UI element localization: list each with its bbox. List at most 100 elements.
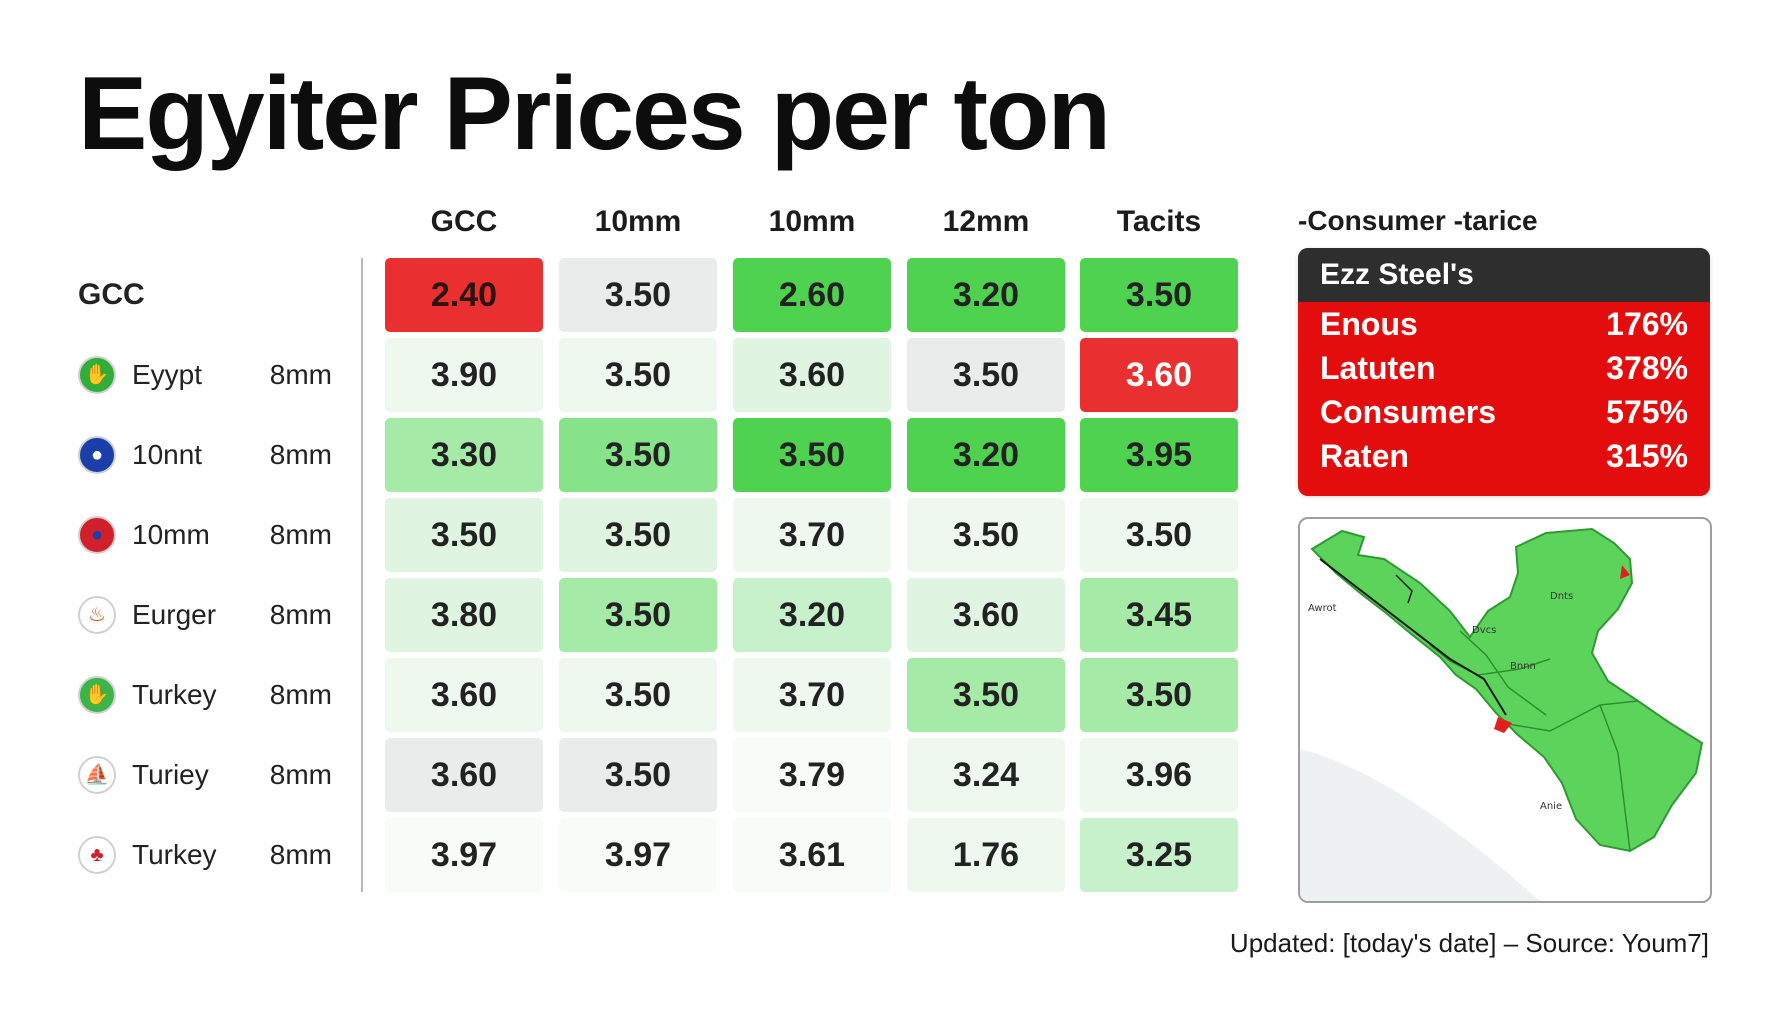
row-name: Turkey — [132, 839, 217, 870]
region-border — [1599, 704, 1631, 852]
row-label: GCC — [78, 258, 206, 332]
table-divider — [361, 258, 363, 892]
price-cell: 3.50 — [559, 498, 717, 572]
column-header: 12mm — [942, 205, 1030, 238]
ezz-steel-panel-title: Ezz Steel's — [1298, 248, 1710, 302]
price-cell: 3.50 — [385, 498, 543, 572]
price-cell: 3.60 — [907, 578, 1065, 652]
row-size: 8mm — [269, 439, 332, 470]
price-cell: 3.60 — [385, 658, 543, 732]
price-cell: 3.24 — [907, 738, 1065, 812]
price-cell: 3.25 — [1080, 818, 1238, 892]
row-label: ♣ Turkey 8mm — [78, 818, 332, 892]
price-cell: 3.60 — [385, 738, 543, 812]
red-crest-flag-icon: ♣ — [78, 836, 116, 874]
map-panel: Dnts Dvcs Bnnn Awrot Anie — [1298, 517, 1712, 903]
price-cell: 3.61 — [733, 818, 891, 892]
price-cell: 3.50 — [1080, 258, 1238, 332]
panel-row-label: Raten — [1320, 437, 1409, 474]
price-cell: 3.50 — [559, 258, 717, 332]
red-marker — [1494, 717, 1512, 733]
price-cell: 3.20 — [733, 578, 891, 652]
row-label: ✋ Eyypt 8mm — [78, 338, 332, 412]
price-cell: 3.50 — [559, 338, 717, 412]
price-cell: 3.50 — [559, 418, 717, 492]
row-label: ● 10nnt 8mm — [78, 418, 332, 492]
map-label: Anie — [1540, 801, 1562, 812]
price-cell: 3.95 — [1080, 418, 1238, 492]
row-name: 10mm — [132, 519, 210, 550]
route-line — [1395, 574, 1413, 604]
price-cell: 3.70 — [733, 498, 891, 572]
footer-source: Updated: [today's date] – Source: Youm7] — [1229, 928, 1709, 958]
price-cell: 3.50 — [1080, 498, 1238, 572]
red-blue-flag-icon: ● — [78, 516, 116, 554]
price-cell: 3.50 — [907, 338, 1065, 412]
price-cell: 3.20 — [907, 258, 1065, 332]
row-size: 8mm — [269, 359, 332, 390]
panel-row-label: Enous — [1320, 305, 1418, 342]
row-size: 8mm — [269, 519, 332, 550]
price-cell: 2.40 — [385, 258, 543, 332]
price-cell: 3.60 — [1080, 338, 1238, 412]
row-size: 8mm — [269, 759, 332, 790]
sea-area — [1300, 749, 1540, 901]
panel-row: Enous 176% — [1298, 302, 1710, 346]
price-cell: 3.20 — [907, 418, 1065, 492]
price-cell: 3.50 — [559, 658, 717, 732]
row-label: ● 10mm 8mm — [78, 498, 332, 572]
column-header: GCC — [430, 205, 498, 238]
panel-row-value: 315% — [1606, 437, 1688, 474]
row-label: ✋ Turkey 8mm — [78, 658, 332, 732]
price-cell: 3.97 — [385, 818, 543, 892]
panel-row: Raten 315% — [1298, 434, 1710, 478]
map-label: Bnnn — [1510, 661, 1536, 672]
region-border — [1459, 630, 1547, 716]
price-cell: 3.50 — [907, 498, 1065, 572]
green-hand-flag-icon: ✋ — [78, 676, 116, 714]
row-name: Turkey — [132, 679, 217, 710]
region-border — [1501, 700, 1639, 732]
panel-row-value: 176% — [1606, 305, 1688, 342]
row-size: 8mm — [269, 679, 332, 710]
price-cell: 3.50 — [1080, 658, 1238, 732]
column-header: Tacits — [1116, 205, 1202, 238]
panel-row-label: Latuten — [1320, 349, 1436, 386]
price-cell: 3.60 — [733, 338, 891, 412]
price-cell: 2.60 — [733, 258, 891, 332]
row-size: 8mm — [269, 839, 332, 870]
red-marker — [1620, 565, 1630, 579]
panel-row: Consumers 575% — [1298, 390, 1710, 434]
price-cell: 3.50 — [559, 738, 717, 812]
column-header: 10mm — [768, 205, 856, 238]
price-cell: 1.76 — [907, 818, 1065, 892]
row-size: 8mm — [269, 599, 332, 630]
consumer-header: -Consumer -tarice — [1298, 205, 1538, 236]
map-label: Awrot — [1308, 603, 1337, 614]
map-label: Dnts — [1550, 591, 1573, 602]
row-name: 10nnt — [132, 439, 203, 470]
price-cell: 3.50 — [907, 658, 1065, 732]
panel-row-value: 575% — [1606, 393, 1688, 430]
price-cell: 3.80 — [385, 578, 543, 652]
price-cell: 3.96 — [1080, 738, 1238, 812]
row-label: ⛵ Turiey 8mm — [78, 738, 332, 812]
price-cell: 3.79 — [733, 738, 891, 812]
price-cell: 3.70 — [733, 658, 891, 732]
orange-flag-icon: ♨ — [78, 596, 116, 634]
price-cell: 3.97 — [559, 818, 717, 892]
route-line — [1319, 558, 1507, 716]
price-cell: 3.50 — [559, 578, 717, 652]
country-shape — [1310, 527, 1704, 853]
panel-row: Latuten 378% — [1298, 346, 1710, 390]
white-boat-flag-icon: ⛵ — [78, 756, 116, 794]
ezz-steel-panel: Ezz Steel's Enous 176% Latuten 378% Cons… — [1298, 248, 1710, 496]
price-cell: 3.45 — [1080, 578, 1238, 652]
page-title: Egyiter Prices per ton — [78, 56, 1111, 172]
price-cell: 3.90 — [385, 338, 543, 412]
row-name: Eyypt — [132, 359, 203, 390]
green-flag-icon: ✋ — [78, 356, 116, 394]
row-name: Eurger — [132, 599, 217, 630]
column-header: 10mm — [594, 205, 682, 238]
